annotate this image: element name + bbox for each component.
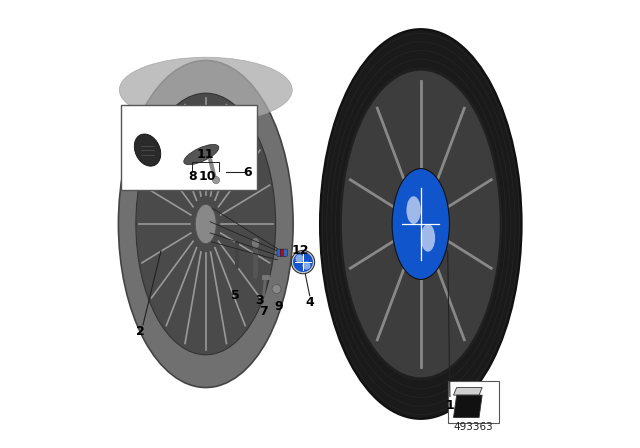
Ellipse shape bbox=[136, 93, 276, 355]
Ellipse shape bbox=[302, 262, 310, 270]
FancyBboxPatch shape bbox=[284, 249, 287, 256]
Circle shape bbox=[293, 252, 313, 272]
Text: 7: 7 bbox=[259, 305, 268, 318]
Text: 3: 3 bbox=[255, 293, 264, 307]
Text: 493363: 493363 bbox=[454, 422, 493, 432]
Ellipse shape bbox=[119, 57, 292, 123]
Ellipse shape bbox=[392, 168, 449, 280]
Ellipse shape bbox=[193, 64, 206, 384]
Ellipse shape bbox=[184, 144, 219, 165]
Ellipse shape bbox=[406, 196, 421, 224]
Text: 12: 12 bbox=[292, 244, 309, 258]
FancyBboxPatch shape bbox=[280, 249, 284, 256]
Text: 8: 8 bbox=[188, 169, 196, 183]
FancyBboxPatch shape bbox=[277, 249, 281, 256]
Circle shape bbox=[212, 177, 220, 184]
Ellipse shape bbox=[118, 60, 293, 388]
Circle shape bbox=[272, 284, 281, 293]
Text: 2: 2 bbox=[136, 325, 145, 338]
Polygon shape bbox=[454, 388, 482, 395]
Ellipse shape bbox=[320, 29, 522, 419]
Polygon shape bbox=[454, 395, 482, 418]
FancyBboxPatch shape bbox=[121, 105, 257, 190]
FancyBboxPatch shape bbox=[448, 381, 499, 423]
Ellipse shape bbox=[134, 134, 161, 166]
Circle shape bbox=[291, 250, 315, 274]
Text: 1: 1 bbox=[445, 399, 454, 412]
Ellipse shape bbox=[341, 70, 500, 378]
Text: 6: 6 bbox=[243, 166, 252, 179]
Text: 10: 10 bbox=[198, 169, 216, 183]
Text: 11: 11 bbox=[197, 148, 214, 161]
Text: 9: 9 bbox=[275, 300, 283, 314]
Ellipse shape bbox=[195, 204, 216, 244]
Text: 4: 4 bbox=[305, 296, 314, 309]
Text: 5: 5 bbox=[230, 289, 239, 302]
Ellipse shape bbox=[296, 254, 303, 263]
Ellipse shape bbox=[421, 224, 435, 252]
